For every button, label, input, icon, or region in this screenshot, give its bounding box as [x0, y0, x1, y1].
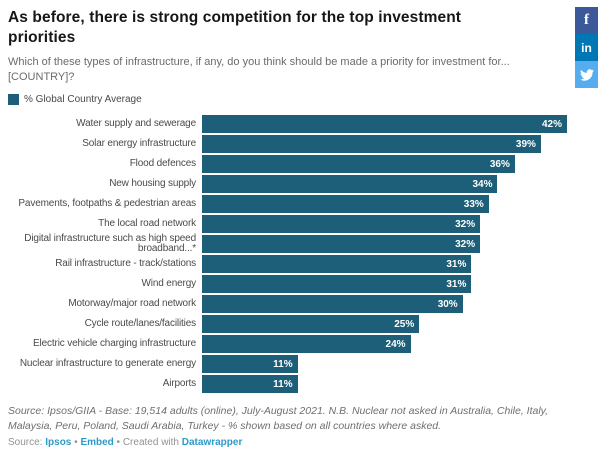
chart-row: Cycle route/lanes/facilities 25%	[8, 314, 602, 334]
bar-track: 32%	[202, 235, 567, 254]
twitter-bird-icon	[579, 68, 594, 81]
chart-row: Solar energy infrastructure 39%	[8, 134, 602, 154]
bar-value-label: 34%	[472, 178, 493, 190]
chart-row: Flood defences 36%	[8, 154, 602, 174]
category-label: Cycle route/lanes/facilities	[84, 318, 197, 330]
bar-value-label: 42%	[541, 118, 562, 130]
bar-value-label: 30%	[437, 298, 458, 310]
bar: 42%	[202, 115, 567, 134]
bar-track: 31%	[202, 255, 567, 274]
datawrapper-link[interactable]: Datawrapper	[181, 436, 243, 448]
bar-value-label: 25%	[394, 318, 415, 330]
attribution: Source: Ipsos • Embed • Created with Dat…	[8, 437, 590, 448]
category-label: Digital infrastructure such as high spee…	[24, 232, 196, 255]
bar-value-label: 33%	[463, 198, 484, 210]
attribution-prefix: Source:	[8, 436, 46, 448]
bar-value-label: 11%	[273, 378, 293, 390]
category-label: Nuclear infrastructure to generate energ…	[19, 358, 196, 370]
bar: 34%	[202, 175, 498, 194]
chart-row: Electric vehicle charging infrastructure…	[8, 334, 602, 354]
bar-value-label: 11%	[273, 358, 293, 370]
category-label: Motorway/major road network	[68, 298, 196, 310]
chart-row: Wind energy 31%	[8, 274, 602, 294]
legend: % Global Country Average	[8, 94, 602, 106]
bar-track: 36%	[202, 155, 567, 174]
bar-track: 32%	[202, 215, 567, 234]
bar-value-label: 36%	[489, 158, 510, 170]
bar: 11%	[202, 355, 298, 374]
bar: 11%	[202, 375, 298, 394]
bar-chart: Water supply and sewerage 42% Solar energy…	[8, 114, 602, 394]
bar-value-label: 32%	[455, 238, 476, 250]
bar-value-label: 24%	[385, 338, 406, 350]
chart-row: The local road network 32%	[8, 214, 602, 234]
bar-track: 31%	[202, 275, 567, 294]
source-link[interactable]: Ipsos	[45, 436, 72, 448]
bar-value-label: 32%	[455, 218, 476, 230]
social-share-bar: f in	[575, 7, 598, 88]
bar-track: 30%	[202, 295, 567, 314]
facebook-share-button[interactable]: f	[575, 7, 598, 34]
chart-footer: Source: Ipsos/GIIA - Base: 19,514 adults…	[8, 404, 602, 447]
bar: 39%	[202, 135, 541, 154]
source-note: Source: Ipsos/GIIA - Base: 19,514 adults…	[8, 405, 549, 432]
chart-row: Digital infrastructure such as high spee…	[8, 232, 602, 255]
bar-value-label: 31%	[446, 278, 467, 290]
category-label: Wind energy	[141, 278, 197, 290]
facebook-icon: f	[584, 12, 589, 28]
category-label: Flood defences	[129, 158, 196, 170]
chart-subtitle: Which of these types of infrastructure, …	[8, 55, 510, 84]
chart-row: Motorway/major road network 30%	[8, 294, 602, 314]
bar: 25%	[202, 315, 420, 334]
bar: 33%	[202, 195, 489, 214]
bar: 31%	[202, 275, 472, 294]
category-label: Airports	[162, 378, 196, 390]
bar-value-label: 39%	[515, 138, 536, 150]
bar-track: 11%	[202, 375, 567, 394]
category-label: The local road network	[98, 218, 196, 230]
chart-row: New housing supply 34%	[8, 174, 602, 194]
category-label: Solar energy infrastructure	[82, 138, 196, 150]
bar-track: 24%	[202, 335, 567, 354]
twitter-share-button[interactable]	[575, 61, 598, 88]
linkedin-share-button[interactable]: in	[575, 34, 598, 61]
legend-label: % Global Country Average	[24, 94, 142, 106]
chart-row: Water supply and sewerage 42%	[8, 114, 602, 134]
chart-row: Nuclear infrastructure to generate energ…	[8, 354, 602, 374]
bar-track: 33%	[202, 195, 567, 214]
bar: 32%	[202, 215, 481, 234]
bar-value-label: 31%	[446, 258, 467, 270]
legend-swatch	[8, 94, 19, 106]
chart-row: Rail infrastructure - track/stations 31%	[8, 254, 602, 274]
bar: 31%	[202, 255, 472, 274]
category-label: Pavements, footpaths & pedestrian areas	[18, 198, 196, 210]
page-title: As before, there is strong competition f…	[8, 9, 462, 46]
bar: 30%	[202, 295, 463, 314]
bar-track: 25%	[202, 315, 567, 334]
attribution-created-with: • Created with	[113, 436, 182, 448]
bar-track: 39%	[202, 135, 567, 154]
chart-row: Airports 11%	[8, 374, 602, 394]
bar: 24%	[202, 335, 411, 354]
category-label: Water supply and sewerage	[76, 118, 196, 130]
category-label: New housing supply	[109, 178, 196, 190]
bar-track: 34%	[202, 175, 567, 194]
bar: 36%	[202, 155, 515, 174]
embed-link[interactable]: Embed	[80, 436, 114, 448]
linkedin-icon: in	[581, 40, 592, 55]
category-label: Rail infrastructure - track/stations	[55, 258, 196, 270]
bar-track: 11%	[202, 355, 567, 374]
category-label: Electric vehicle charging infrastructure	[33, 338, 196, 350]
bar: 32%	[202, 235, 481, 254]
bar-track: 42%	[202, 115, 567, 134]
attribution-separator: •	[71, 436, 81, 448]
chart-row: Pavements, footpaths & pedestrian areas 3…	[8, 194, 602, 214]
